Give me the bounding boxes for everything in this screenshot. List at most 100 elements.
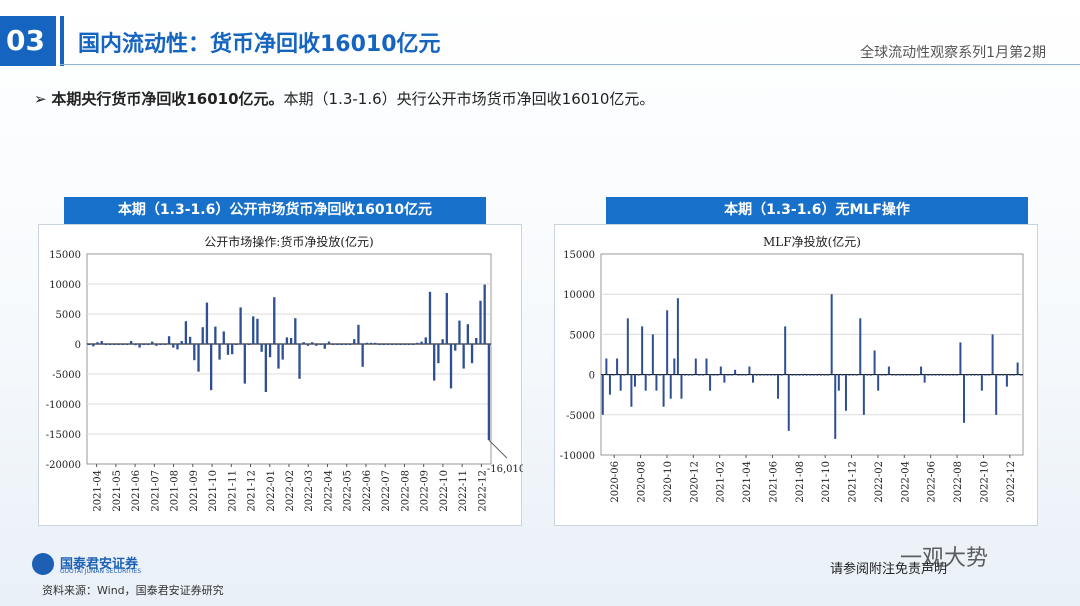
bar	[159, 344, 162, 345]
bar	[837, 374, 840, 391]
x-tick-label: 2021-11	[227, 470, 238, 512]
bar	[773, 374, 776, 376]
bar	[403, 344, 406, 345]
bar	[294, 318, 297, 344]
bar	[973, 374, 976, 376]
bar	[479, 300, 482, 344]
bar	[905, 374, 908, 376]
bar	[780, 374, 783, 376]
bar	[980, 374, 983, 391]
bar	[416, 342, 419, 344]
x-tick-label: 2020-06	[610, 461, 621, 503]
bar	[285, 337, 289, 344]
bar	[855, 374, 858, 376]
bar	[726, 374, 729, 376]
bar	[709, 374, 712, 391]
bar	[256, 318, 259, 344]
bar	[1005, 374, 1008, 387]
bar	[201, 327, 204, 344]
bar	[884, 374, 887, 376]
bar	[637, 374, 640, 376]
bar	[701, 374, 704, 376]
bar	[769, 374, 772, 376]
x-tick-label: 2021-04	[742, 461, 753, 503]
bar	[146, 344, 150, 345]
bar	[984, 374, 987, 376]
bar	[92, 344, 95, 347]
annotation-leader	[488, 439, 508, 459]
bar	[239, 307, 242, 344]
x-tick-label: 2021-10	[821, 461, 832, 503]
bar	[231, 344, 234, 355]
bar	[802, 374, 805, 376]
page-header: 03 国内流动性：货币净回收16010亿元 全球流动性观察系列1月第2期	[0, 16, 1080, 66]
bar	[648, 374, 651, 376]
y-tick-label: 15000	[563, 250, 595, 261]
bar	[619, 374, 622, 391]
bar	[273, 297, 276, 344]
bar	[184, 321, 188, 344]
x-tick-label: 2020-08	[637, 461, 648, 503]
bar	[691, 374, 694, 376]
bar	[487, 344, 491, 441]
x-tick-label: 2022-10	[979, 461, 990, 503]
bar	[762, 374, 765, 376]
bar	[260, 344, 263, 352]
bar	[151, 341, 154, 344]
x-tick-label: 2021-12	[247, 470, 258, 512]
bar	[737, 374, 740, 376]
bar	[891, 374, 894, 376]
bar	[163, 344, 167, 345]
right-chart-panel: MLF净投放(亿元) 15000 10000 5000 0 -5000 -10000 2020…	[554, 224, 1038, 526]
bar	[862, 374, 865, 415]
bar	[623, 374, 626, 376]
bar	[705, 358, 708, 375]
bar	[113, 344, 116, 345]
bar	[395, 344, 398, 345]
x-tick-label: 2021-02	[716, 461, 727, 503]
bar	[626, 318, 629, 375]
bar	[955, 374, 958, 376]
bar	[659, 374, 662, 376]
bar	[601, 374, 604, 415]
bar	[998, 374, 1001, 376]
bar	[866, 374, 869, 376]
bar	[298, 344, 301, 379]
bar	[462, 344, 465, 369]
bar	[895, 374, 898, 376]
bar	[1002, 374, 1005, 376]
x-tick-label: 2022-08	[400, 470, 411, 512]
bar	[959, 342, 962, 375]
bar	[991, 334, 994, 375]
left-chart-panel: 公开市场操作:货币净投放(亿元) 15000 10000 5000 0 -5000 -100…	[38, 224, 525, 526]
bar	[805, 374, 808, 376]
bar	[859, 318, 862, 375]
y-tick-label: -10000	[46, 400, 81, 411]
bar	[605, 358, 608, 375]
bar	[243, 344, 246, 384]
bar	[441, 339, 444, 344]
x-tick-label: 2022-09	[420, 470, 431, 512]
bar	[948, 374, 951, 376]
logo-icon	[32, 553, 54, 575]
bar	[348, 344, 352, 345]
bar	[357, 324, 360, 344]
bar	[920, 366, 923, 375]
bar	[483, 284, 486, 344]
bar	[310, 342, 314, 344]
bar	[748, 366, 751, 375]
bar	[744, 374, 747, 376]
bar	[336, 344, 339, 345]
bar	[1020, 374, 1023, 376]
y-tick-label: 0	[589, 371, 595, 382]
x-tick-label: 2022-08	[953, 461, 964, 503]
x-tick-label: 2022-04	[323, 470, 334, 512]
bar	[315, 344, 318, 346]
bar	[252, 316, 255, 344]
bar	[108, 344, 112, 345]
chart-title: 公开市场操作:货币净投放(亿元)	[204, 234, 373, 249]
bar	[887, 366, 890, 375]
bar	[641, 326, 644, 375]
bar	[719, 366, 722, 375]
bar	[130, 341, 133, 344]
